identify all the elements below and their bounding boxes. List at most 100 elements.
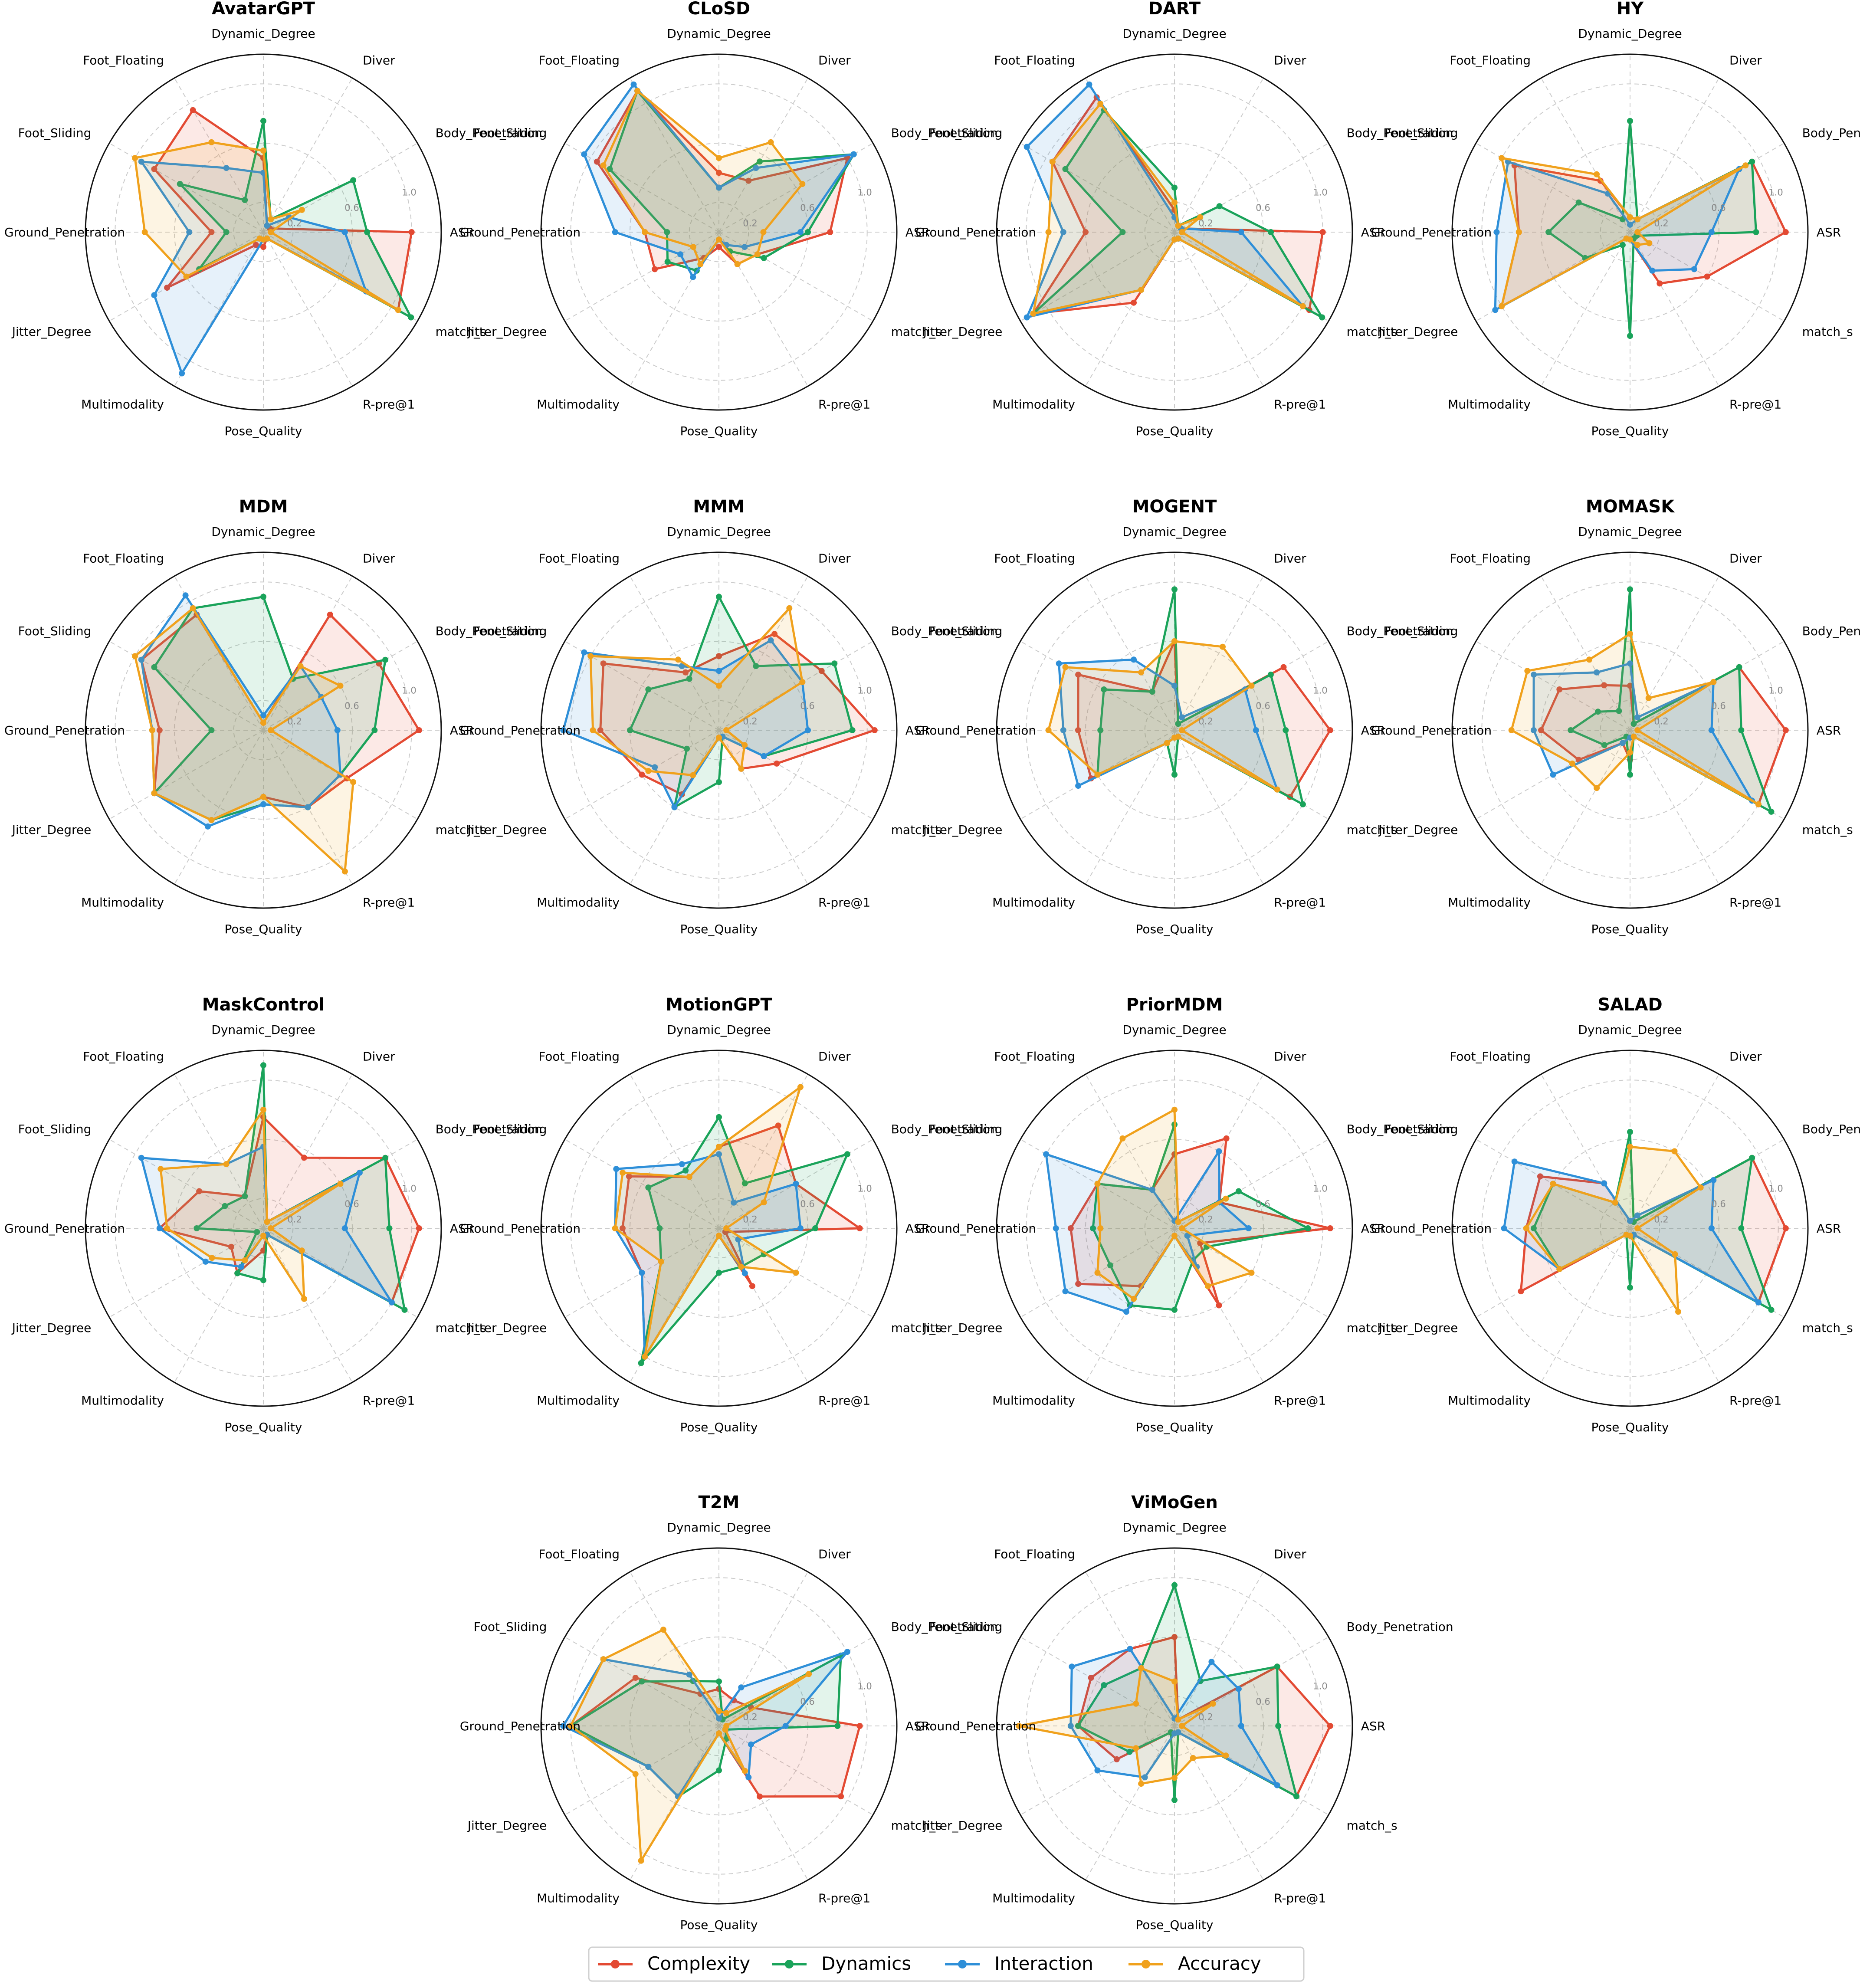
data-point-accuracy-asr — [1634, 229, 1641, 235]
axis-label-foot-floating: Foot_Floating — [83, 1049, 164, 1063]
axis-label-multimodality: Multimodality — [81, 397, 164, 412]
grid-ring-1-0 — [570, 581, 868, 879]
radial-tick-label: 1.0 — [1313, 1681, 1327, 1692]
radar-chart-hy: 0.2 0.6 1.0 ASR Body_Penetration Diver Dynamic… — [1371, 0, 1860, 438]
radial-tick-label: 0.2 — [1654, 716, 1668, 726]
axis-label-body-penetration: Body_Penetration — [436, 126, 542, 140]
spoke-multimodality — [1085, 1726, 1175, 1880]
spoke-jitter-degree — [1476, 232, 1630, 321]
radial-tick-label: 0.2 — [743, 716, 757, 726]
grid-ring-0-2 — [689, 1198, 749, 1259]
spoke-match-s — [1630, 730, 1785, 820]
radial-tick-label: 1.0 — [857, 187, 872, 198]
data-point-accuracy-dynamic-degree — [1171, 1678, 1178, 1685]
data-point-accuracy-foot-sliding — [1499, 155, 1505, 161]
data-point-complexity-body-penetration — [1280, 664, 1287, 670]
spoke-diver — [718, 78, 808, 233]
data-point-accuracy-dynamic-degree — [716, 155, 722, 161]
data-point-accuracy-match-s — [793, 1270, 799, 1276]
data-point-dynamics-dynamic-degree — [1171, 586, 1178, 593]
data-point-complexity-jitter-degree — [652, 266, 658, 272]
data-point-dynamics-ground-penetration — [1568, 727, 1574, 733]
data-point-dynamics-match-s — [1319, 314, 1325, 321]
data-point-accuracy-diver — [1634, 216, 1641, 223]
data-point-accuracy-asr — [1179, 229, 1185, 235]
spoke-multimodality — [1541, 1228, 1630, 1383]
data-point-complexity-r-pre-1 — [1657, 280, 1663, 287]
data-point-complexity-asr — [1319, 229, 1326, 235]
data-point-accuracy-pose-quality — [1627, 236, 1633, 243]
data-point-interaction-jitter-degree — [151, 292, 157, 299]
axis-label-diver: Diver — [1274, 551, 1306, 565]
data-point-complexity-jitter-degree — [639, 771, 645, 778]
data-point-accuracy-asr — [760, 229, 767, 235]
data-point-accuracy-r-pre-1 — [1630, 733, 1637, 740]
axis-label-foot-sliding: Foot_Sliding — [1385, 126, 1458, 140]
axis-label-foot-floating: Foot_Floating — [1450, 1049, 1531, 1063]
data-point-dynamics-body-penetration — [1235, 1188, 1242, 1194]
grid-ring-1-0 — [1481, 1079, 1779, 1377]
spoke-r-pre-1 — [263, 1228, 353, 1383]
data-point-dynamics-asr — [1275, 1723, 1282, 1729]
series-interaction — [1067, 1646, 1280, 1788]
data-point-accuracy-multimodality — [242, 1257, 248, 1263]
spoke-diver — [718, 576, 808, 731]
axis-label-diver: Diver — [1729, 53, 1762, 67]
chart-title: T2M — [699, 1493, 740, 1512]
axis-label-pose-quality: Pose_Quality — [1591, 424, 1669, 438]
axis-label-r-pre-1: R-pre@1 — [1274, 1891, 1326, 1906]
axis-label-r-pre-1: R-pre@1 — [818, 1891, 870, 1906]
series-accuracy — [587, 605, 806, 778]
chart-title: MMM — [693, 497, 745, 517]
chart-title: ViMoGen — [1131, 1493, 1218, 1512]
data-point-accuracy-r-pre-1 — [1175, 733, 1181, 740]
spoke-foot-sliding — [564, 143, 719, 233]
data-point-dynamics-pose-quality — [260, 1277, 266, 1283]
axis-label-jitter-degree: Jitter_Degree — [1378, 325, 1458, 339]
data-point-accuracy-ground-penetration — [1045, 229, 1052, 235]
data-point-dynamics-asr — [371, 727, 378, 733]
spoke-jitter-degree — [109, 1228, 264, 1318]
axis-label-dynamic-degree: Dynamic_Degree — [667, 1023, 771, 1037]
spoke-foot-sliding — [564, 1139, 719, 1229]
data-point-accuracy-body-penetration — [1197, 214, 1204, 220]
spoke-multimodality — [174, 232, 264, 387]
data-point-accuracy-diver — [797, 1084, 804, 1090]
axis-label-diver: Diver — [1729, 551, 1762, 565]
data-point-accuracy-match-s — [1755, 801, 1762, 807]
data-point-accuracy-foot-floating — [686, 1174, 692, 1180]
data-point-dynamics-asr — [386, 1225, 393, 1231]
series-interaction — [560, 1649, 850, 1800]
spoke-match-s — [718, 730, 873, 820]
spoke-jitter-degree — [564, 232, 719, 321]
data-point-accuracy-foot-sliding — [600, 1656, 607, 1663]
data-point-interaction-foot-floating — [1086, 81, 1092, 88]
series-accuracy — [1016, 1665, 1229, 1787]
axis-label-dynamic-degree: Dynamic_Degree — [1578, 525, 1682, 539]
data-point-complexity-foot-sliding — [600, 660, 607, 667]
series-accuracy — [1508, 630, 1762, 807]
data-point-dynamics-asr — [805, 229, 811, 235]
data-point-dynamics-asr — [812, 1225, 819, 1231]
axis-label-r-pre-1: R-pre@1 — [818, 896, 870, 910]
radial-tick-label: 1.0 — [402, 686, 416, 696]
radial-tick-label: 0.6 — [1256, 1696, 1270, 1707]
data-point-interaction-jitter-degree — [639, 1270, 645, 1276]
data-point-interaction-dynamic-degree — [1627, 660, 1633, 667]
axis-label-dynamic-degree: Dynamic_Degree — [667, 525, 771, 539]
spoke-body-penetration — [1630, 143, 1785, 233]
data-point-accuracy-body-penetration — [1697, 1184, 1704, 1191]
outer-ring — [1451, 1050, 1809, 1407]
data-point-accuracy-diver — [723, 1710, 730, 1716]
axis-label-foot-sliding: Foot_Sliding — [18, 1122, 92, 1136]
grid-ring-0-2 — [1600, 202, 1660, 262]
radial-tick-label: 1.0 — [857, 1184, 872, 1194]
data-point-accuracy-foot-floating — [660, 1627, 666, 1633]
data-point-dynamics-dynamic-degree — [716, 1114, 722, 1120]
grid-ring-1-0 — [570, 83, 868, 381]
data-point-complexity-body-penetration — [818, 668, 825, 674]
data-point-accuracy-r-pre-1 — [741, 1768, 748, 1774]
data-point-accuracy-dynamic-degree — [716, 682, 722, 689]
radar-chart-priormdm: 0.2 0.6 1.0 ASR Body_Penetration Diver Dynamic… — [915, 995, 1453, 1434]
data-point-accuracy-body-penetration — [1710, 679, 1717, 685]
